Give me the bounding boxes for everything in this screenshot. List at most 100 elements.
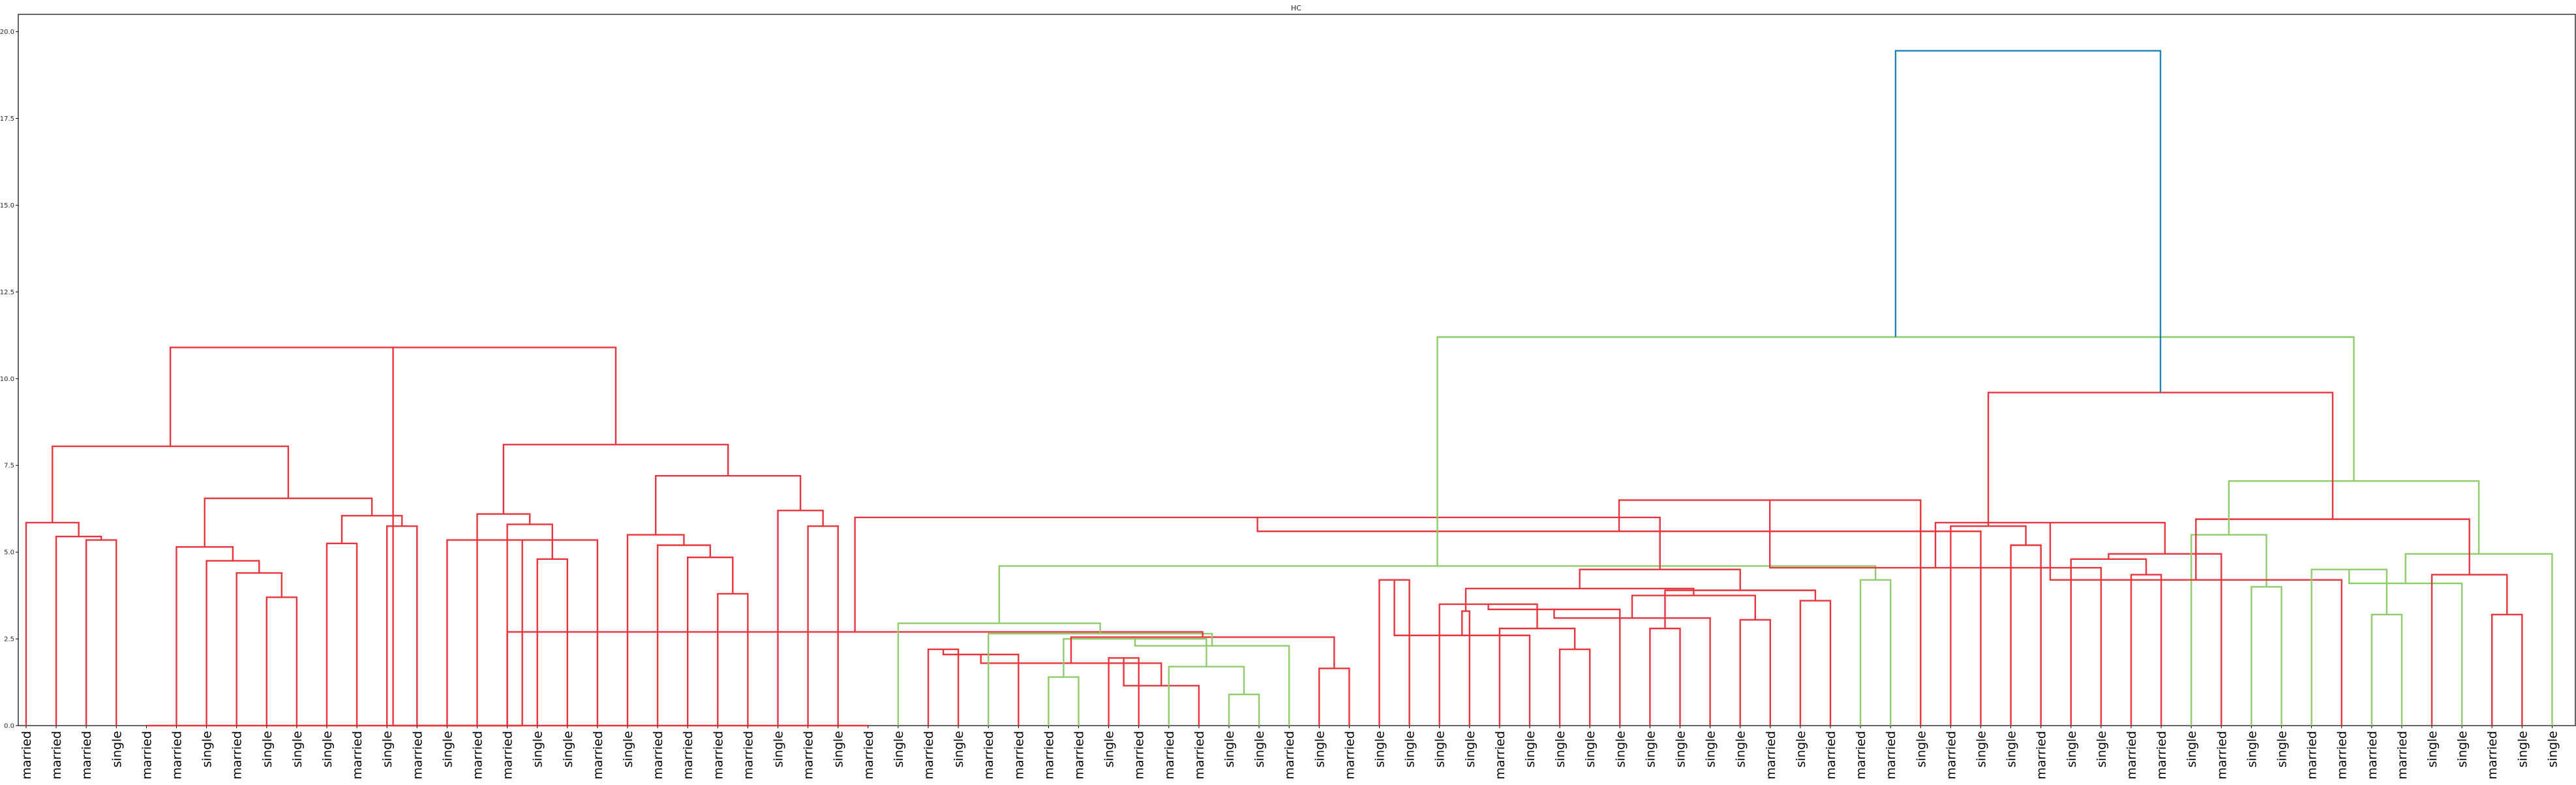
dendrogram-link	[476, 513, 531, 726]
leaf-label: married	[1854, 731, 1868, 779]
dendrogram-link	[1487, 604, 1621, 726]
dendrogram-link	[1228, 693, 1260, 726]
leaf-label: married	[922, 731, 936, 779]
y-tick-label: 0.0	[4, 723, 14, 730]
leaf-label: married	[2335, 731, 2350, 779]
dendrogram-link	[1618, 499, 1922, 726]
leaf-label: single	[2065, 731, 2079, 767]
leaf-label: single	[2245, 731, 2259, 767]
dendrogram-link	[1318, 668, 1350, 726]
dendrogram-link	[25, 521, 80, 726]
leaf-label: married	[1282, 731, 1297, 779]
dendrogram-link	[536, 558, 568, 726]
y-tick-label: 12.5	[0, 289, 14, 296]
leaf-label: single	[531, 731, 545, 767]
y-tick-label: 10.0	[0, 376, 14, 383]
dendrogram-link	[988, 632, 1213, 726]
leaf-label: married	[2305, 731, 2320, 779]
leaf-label: single	[621, 731, 635, 767]
leaf-label: single	[1523, 731, 1538, 767]
dendrogram-link	[2130, 574, 2162, 726]
leaf-label: single	[1704, 731, 1718, 767]
leaf-label: married	[1944, 731, 1958, 779]
leaf-label: married	[1764, 731, 1778, 779]
dendrogram-link	[502, 444, 729, 514]
dendrogram-link	[1579, 568, 1741, 591]
leaf-label: married	[1132, 731, 1147, 779]
dendrogram-link	[717, 593, 749, 726]
leaf-label: single	[290, 731, 305, 767]
leaf-label: married	[2485, 731, 2500, 779]
dendrogram-link	[1464, 587, 1695, 611]
dendrogram-link	[1894, 50, 2162, 393]
dendrogram-link	[656, 544, 711, 726]
dendrogram-link	[326, 542, 358, 726]
dendrogram-link	[2195, 518, 2470, 580]
leaf-label: married	[2395, 731, 2410, 779]
leaf-label: single	[1613, 731, 1628, 767]
leaf-label: single	[1312, 731, 1327, 767]
leaf-label: married	[2155, 731, 2169, 779]
dendrogram-link	[1070, 636, 1335, 669]
dendrogram-link	[392, 347, 523, 727]
plot-frame	[18, 14, 2576, 726]
dendrogram-link	[1649, 627, 1681, 726]
dendrogram-link	[687, 556, 734, 726]
dendrogram-link	[506, 523, 553, 726]
leaf-label: single	[1222, 731, 1237, 767]
leaf-label: single	[2095, 731, 2109, 767]
dendrogram-link	[55, 536, 102, 726]
dendrogram-link	[1168, 666, 1245, 726]
dendrogram-link	[655, 474, 802, 535]
dendrogram-link	[2250, 586, 2282, 726]
y-tick-label: 15.0	[0, 202, 14, 209]
leaf-label: single	[2515, 731, 2530, 767]
dendrogram-link	[1063, 638, 1207, 677]
y-tick-label: 5.0	[4, 549, 14, 557]
leaf-label: married	[20, 731, 34, 779]
dendrogram-link	[1987, 392, 2334, 527]
dendrogram-link	[2190, 534, 2267, 726]
dendrogram-link	[85, 539, 117, 726]
leaf-label: married	[862, 731, 876, 779]
dendrogram-link	[1256, 517, 1982, 726]
y-tick-label: 20.0	[0, 29, 14, 36]
leaf-label: married	[230, 731, 245, 779]
dendrogram-link	[386, 525, 418, 726]
leaf-label: single	[832, 731, 846, 767]
leaf-label: single	[260, 731, 275, 767]
leaf-label: married	[471, 731, 485, 779]
dendrogram-link	[2371, 613, 2403, 726]
leaf-label: single	[1373, 731, 1387, 767]
dendrogram-link	[998, 565, 1877, 624]
leaf-label: married	[982, 731, 996, 779]
dendrogram-link	[1558, 648, 1591, 726]
dendrogram-link	[2431, 574, 2508, 726]
dendrogram-link	[854, 516, 1661, 632]
leaf-label: single	[110, 731, 124, 767]
leaf-label: married	[1342, 731, 1357, 779]
dendrogram-link	[1438, 603, 1538, 726]
dendrogram-link	[2311, 568, 2388, 726]
leaf-label: married	[50, 731, 64, 779]
leaf-label: married	[140, 731, 154, 779]
leaf-label: married	[591, 731, 605, 779]
leaf-label: single	[2185, 731, 2199, 767]
leaf-label: single	[1403, 731, 1417, 767]
leaf-label: married	[2215, 731, 2229, 779]
leaf-label: single	[561, 731, 575, 767]
y-tick-label: 17.5	[0, 115, 14, 123]
leaf-label: married	[1072, 731, 1087, 779]
leaf-label: married	[350, 731, 365, 779]
leaf-label: married	[681, 731, 695, 779]
leaf-label: single	[2005, 731, 2019, 767]
dendrogram-link	[175, 546, 234, 726]
leaf-label: single	[952, 731, 966, 767]
leaf-label: married	[1042, 731, 1056, 779]
leaf-label: single	[1674, 731, 1688, 767]
leaf-label: single	[2275, 731, 2290, 767]
leaf-label: single	[320, 731, 335, 767]
dendrogram-link	[927, 648, 960, 726]
dendrogram-link	[1859, 579, 1892, 726]
